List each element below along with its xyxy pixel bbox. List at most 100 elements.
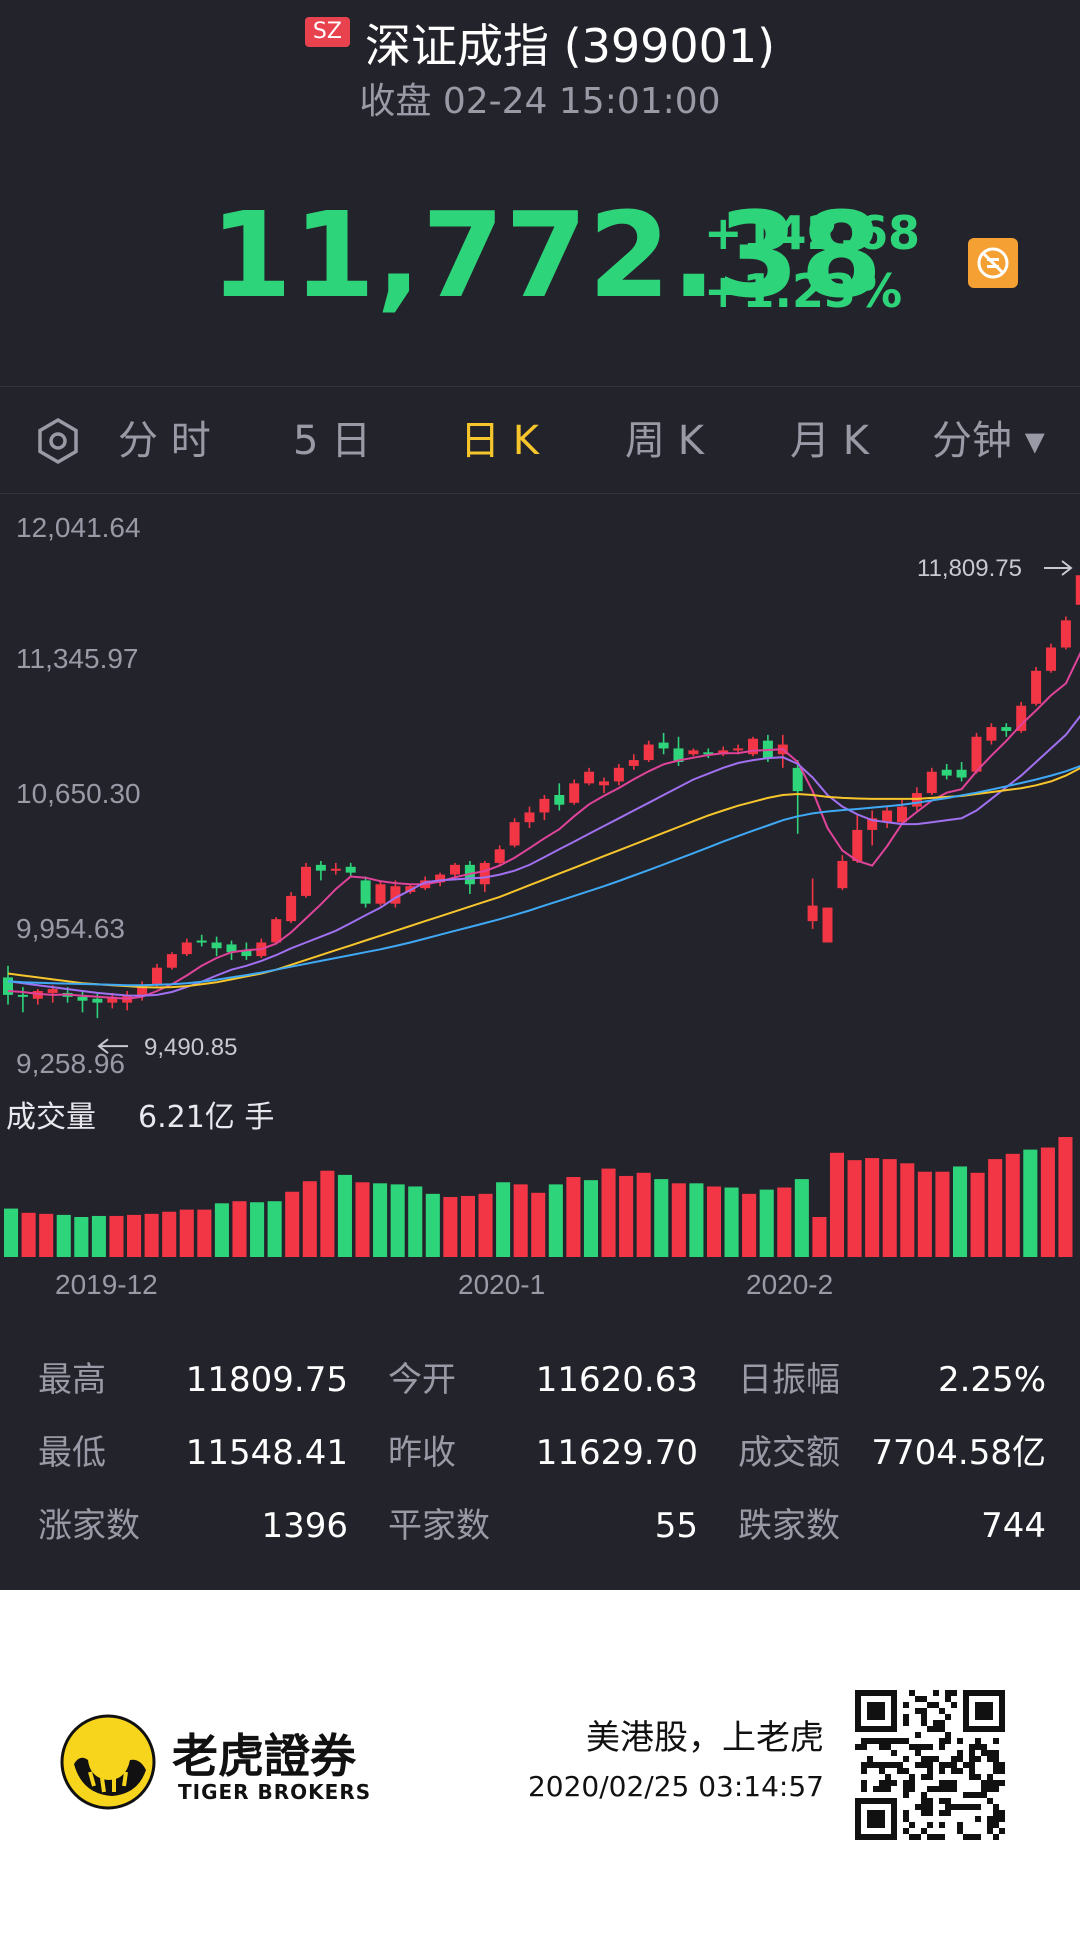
quote-header: SZ 深证成指 (399001) 收盘 02-24 15:01:00 11,77…	[0, 0, 1080, 386]
qr-module	[939, 1708, 945, 1714]
tab-daily-k[interactable]: 日 K	[460, 418, 539, 464]
qr-module	[879, 1786, 885, 1792]
candle-body	[986, 727, 997, 741]
qr-module	[903, 1816, 909, 1822]
qr-module	[981, 1792, 987, 1798]
qr-module	[921, 1792, 927, 1798]
stat-label-unchanged: 平家数	[388, 1506, 490, 1546]
candle-body	[286, 895, 297, 922]
candle-body	[733, 748, 744, 751]
close-time: 收盘 02-24 15:01:00	[359, 81, 721, 122]
x-tick-label: 2020-2	[746, 1269, 833, 1300]
qr-module	[957, 1768, 963, 1774]
candle-body	[748, 738, 758, 755]
qr-module	[921, 1804, 927, 1810]
candle-body	[152, 967, 162, 986]
volume-bar	[267, 1201, 282, 1257]
qr-module	[939, 1744, 945, 1750]
tab-weekly-k[interactable]: 周 K	[625, 418, 704, 464]
qr-module	[921, 1774, 927, 1780]
volume-bar	[917, 1171, 932, 1257]
qr-module	[993, 1768, 999, 1774]
qr-module	[861, 1786, 867, 1792]
qr-code	[855, 1690, 1005, 1840]
qr-module	[957, 1738, 963, 1744]
chart-period-tabs: 分 时 5 日 日 K 周 K 月 K 分钟 ▾	[0, 386, 1080, 494]
qr-module	[921, 1696, 927, 1702]
qr-module	[987, 1780, 993, 1786]
volume-bar	[988, 1159, 1003, 1257]
price-change: +142.68 +1.23%	[704, 204, 920, 320]
volume-bar	[619, 1175, 634, 1257]
qr-module	[993, 1804, 999, 1810]
tab-intraday[interactable]: 分 时	[118, 418, 211, 464]
qr-module	[993, 1750, 999, 1756]
qr-module	[909, 1690, 915, 1696]
qr-module	[885, 1738, 891, 1744]
qr-module	[951, 1786, 957, 1792]
candle-body	[241, 950, 252, 957]
brand-name-en: TIGER BROKERS	[178, 1780, 372, 1804]
qr-module	[945, 1780, 951, 1786]
volume-bar	[250, 1202, 265, 1257]
qr-module	[921, 1762, 927, 1768]
qr-module	[939, 1834, 945, 1840]
qr-module	[915, 1696, 921, 1702]
candle-body	[211, 942, 222, 949]
qr-module	[921, 1714, 927, 1720]
candle-body	[390, 886, 401, 904]
qr-module	[975, 1792, 981, 1798]
qr-module	[921, 1798, 927, 1804]
hexagon-settings-icon[interactable]	[34, 417, 82, 465]
qr-module	[897, 1762, 903, 1768]
volume-bar	[478, 1193, 493, 1257]
qr-module	[885, 1786, 891, 1792]
qr-module	[885, 1744, 891, 1750]
candle-body	[509, 822, 520, 846]
qr-module	[927, 1810, 933, 1816]
qr-module	[987, 1828, 993, 1834]
candle-body	[181, 942, 192, 955]
stat-value-unchanged: 55	[654, 1506, 698, 1546]
qr-module	[957, 1828, 963, 1834]
qr-module	[987, 1756, 993, 1762]
qr-module	[861, 1768, 867, 1774]
stat-value-turnover: 7704.58亿	[871, 1433, 1046, 1473]
kline-chart[interactable]: 12,041.64 11,345.97 10,650.30 9,954.63 9,258…	[0, 495, 1080, 1330]
qr-module	[933, 1702, 939, 1708]
volume-bar	[21, 1212, 36, 1257]
candle-body	[345, 866, 356, 873]
qr-module	[951, 1762, 957, 1768]
qr-module	[963, 1834, 969, 1840]
volume-bar	[74, 1217, 89, 1257]
qr-module	[939, 1786, 945, 1792]
volume-bar	[460, 1195, 475, 1257]
qr-module	[939, 1822, 945, 1828]
qr-module	[933, 1726, 939, 1732]
qr-module	[981, 1744, 987, 1750]
tab-minute[interactable]: 分钟 ▾	[932, 418, 1045, 464]
volume-bar	[759, 1189, 774, 1257]
qr-module	[861, 1762, 867, 1768]
tab-5day[interactable]: 5 日	[293, 418, 372, 464]
qr-module	[861, 1780, 867, 1786]
share-timestamp: 2020/02/25 03:14:57	[527, 1770, 824, 1803]
volume-bar	[390, 1184, 405, 1257]
candle-body	[688, 750, 699, 755]
no-ads-icon[interactable]	[968, 238, 1018, 288]
qr-module	[951, 1756, 957, 1762]
qr-module	[945, 1786, 951, 1792]
qr-module	[957, 1804, 963, 1810]
ma-line-ma30	[7, 765, 1080, 987]
qr-module	[951, 1768, 957, 1774]
volume-bar	[531, 1192, 546, 1257]
candle-body	[569, 783, 580, 803]
qr-module	[963, 1804, 969, 1810]
title-row: SZ 深证成指 (399001)	[0, 10, 1080, 76]
qr-module	[969, 1774, 975, 1780]
candle-body	[77, 996, 88, 1001]
qr-module	[951, 1780, 957, 1786]
tab-monthly-k[interactable]: 月 K	[790, 418, 869, 464]
qr-module	[873, 1786, 879, 1792]
qr-module	[915, 1732, 921, 1738]
